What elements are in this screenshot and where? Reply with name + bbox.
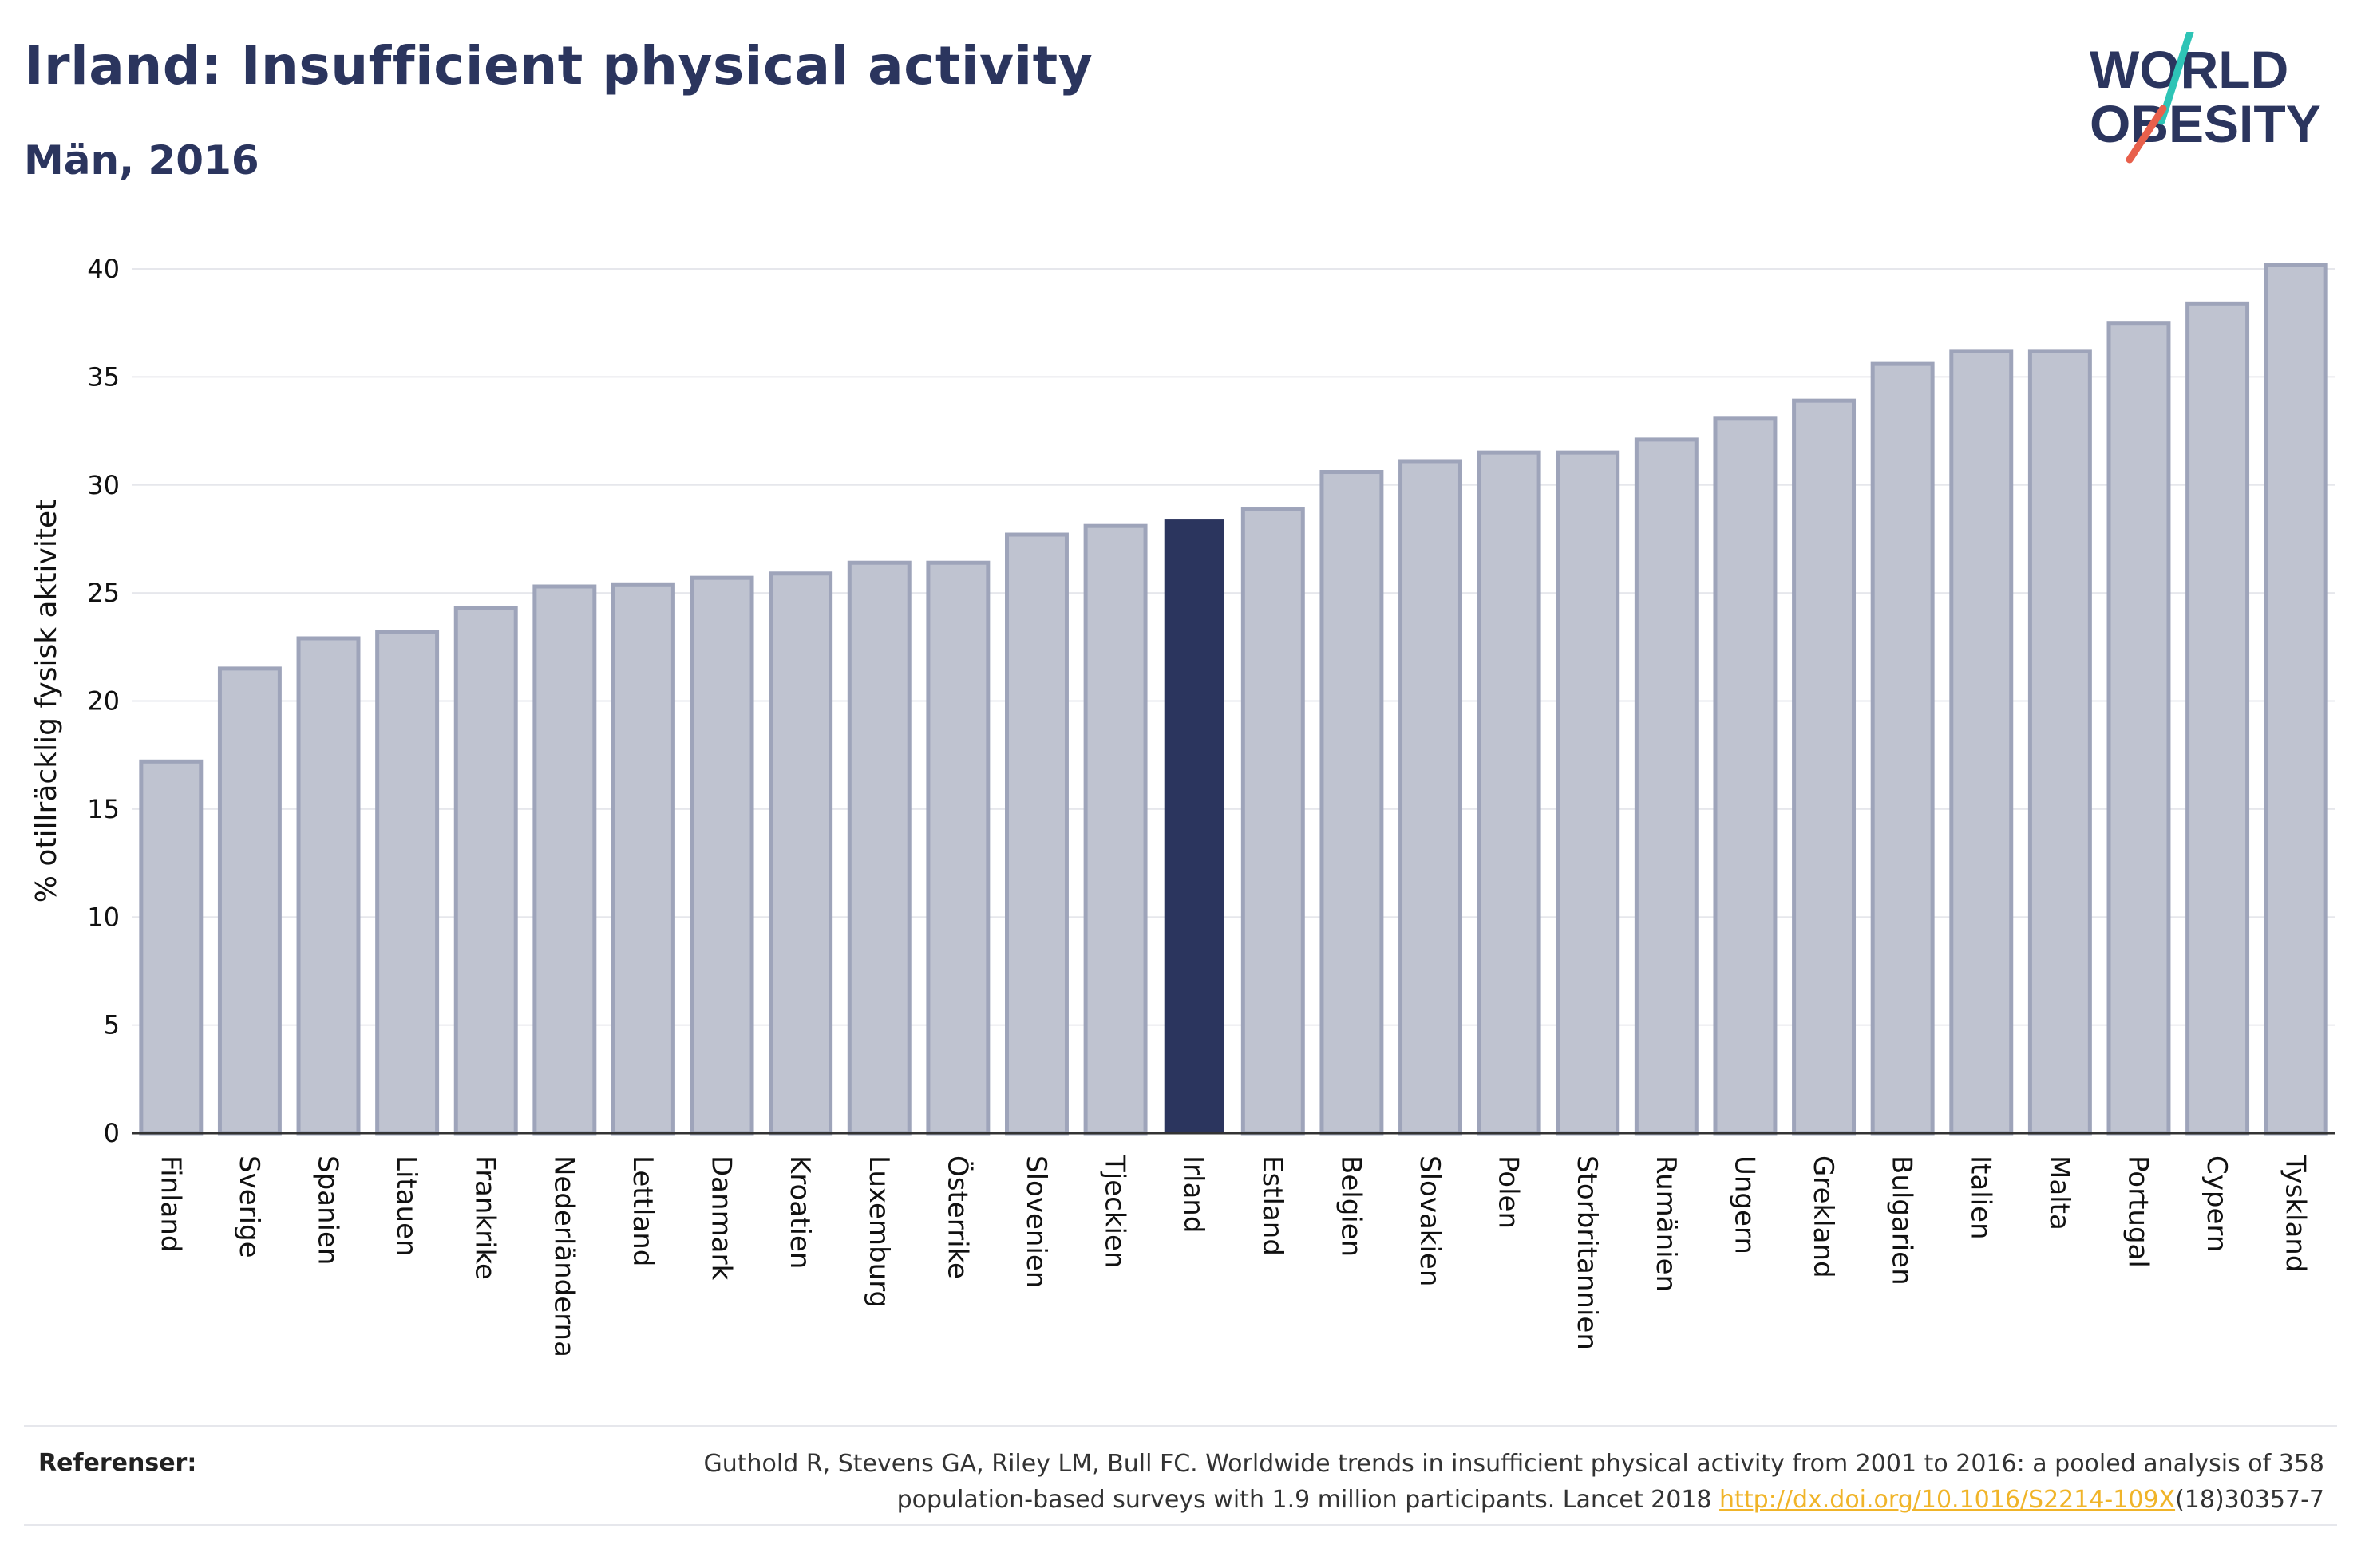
x-tick-label: Irland: [1177, 1155, 1209, 1233]
bar-lettland: [611, 582, 675, 1136]
x-tick-label: Slovakien: [1414, 1155, 1445, 1286]
y-tick-label: 40: [87, 254, 120, 284]
chart-subtitle: Män, 2016: [24, 137, 259, 184]
bar-nederländerna: [532, 584, 597, 1136]
x-tick-label: Finland: [154, 1155, 186, 1253]
x-tick-label: Estland: [1256, 1155, 1288, 1256]
footer-divider-bottom: [24, 1524, 2337, 1526]
x-tick-label: Tjeckien: [1099, 1155, 1131, 1268]
bar-ungern: [1713, 416, 1778, 1136]
x-tick-label: Nederländerna: [548, 1155, 579, 1357]
bar-slovakien: [1398, 459, 1462, 1136]
y-tick-label: 5: [104, 1010, 120, 1041]
x-tick-label: Slovenien: [1020, 1155, 1052, 1288]
y-axis-label: % otillräcklig fysisk aktivitet: [30, 500, 63, 902]
bar-sverige: [217, 666, 282, 1136]
bar-bulgarien: [1870, 361, 1935, 1136]
bar-rumänien: [1634, 437, 1699, 1136]
y-tick-label: 15: [87, 794, 120, 824]
bar-tjeckien: [1083, 523, 1148, 1136]
y-tick-label: 20: [87, 686, 120, 717]
world-obesity-logo: WORLD OBESITY: [2090, 32, 2321, 164]
bar-luxemburg: [847, 560, 912, 1136]
bar-italien: [1949, 349, 2014, 1136]
bar-malta: [2027, 349, 2092, 1136]
x-tick-label: Portugal: [2122, 1155, 2153, 1268]
bar-kroatien: [769, 571, 833, 1136]
x-tick-label: Spanien: [312, 1155, 344, 1265]
bar-slovenien: [1005, 532, 1069, 1136]
chart-title: Irland: Insufficient physical activity: [24, 35, 1093, 97]
y-tick-label: 35: [87, 361, 120, 392]
y-tick-label: 25: [87, 578, 120, 608]
logo-slash-coral: [2126, 105, 2167, 164]
x-tick-label: Danmark: [706, 1155, 738, 1280]
bar-tyskland: [2264, 263, 2328, 1136]
x-tick-label: Malta: [2043, 1155, 2075, 1230]
x-tick-label: Kroatien: [784, 1155, 816, 1269]
reference-line-1: Guthold R, Stevens GA, Riley LM, Bull FC…: [703, 1450, 2324, 1478]
x-tick-label: Polen: [1493, 1155, 1525, 1229]
bar-estland: [1240, 507, 1305, 1136]
bar-grekland: [1792, 398, 1857, 1136]
x-tick-label: Grekland: [1807, 1155, 1839, 1278]
references-text: Guthold R, Stevens GA, Riley LM, Bull FC…: [488, 1446, 2324, 1518]
doi-link[interactable]: http://dx.doi.org/10.1016/S2214-109X: [1719, 1486, 2176, 1514]
x-tick-label: Litauen: [390, 1155, 422, 1257]
bar-cypern: [2185, 301, 2250, 1136]
bar-irland: [1164, 519, 1224, 1133]
x-tick-label: Bulgarien: [1886, 1155, 1918, 1286]
x-tick-label: Storbritannien: [1571, 1155, 1603, 1350]
bar-litauen: [375, 630, 440, 1136]
bar-österrike: [926, 560, 991, 1136]
x-tick-label: Ungern: [1728, 1155, 1760, 1254]
bar-danmark: [690, 575, 754, 1136]
x-tick-label: Luxemburg: [863, 1155, 895, 1308]
x-tick-label: Lettland: [627, 1155, 658, 1266]
bar-storbritannien: [1556, 450, 1620, 1136]
reference-line-2-end: (18)30357-7: [2175, 1486, 2324, 1514]
logo-line-obesity: OBESITY: [2090, 94, 2321, 153]
x-tick-label: Italien: [1964, 1155, 1996, 1240]
x-tick-label: Rumänien: [1650, 1155, 1682, 1292]
footer-divider-top: [24, 1425, 2337, 1427]
bar-belgien: [1319, 470, 1384, 1136]
logo-line-world: WORLD: [2090, 40, 2288, 99]
reference-line-2: population-based surveys with 1.9 millio…: [896, 1486, 1720, 1514]
x-tick-label: Frankrike: [469, 1155, 501, 1280]
x-tick-label: Tyskland: [2280, 1155, 2312, 1272]
y-tick-label: 30: [87, 470, 120, 500]
bar-spanien: [296, 636, 361, 1136]
bar-finland: [139, 759, 204, 1136]
y-tick-label: 10: [87, 902, 120, 932]
bar-portugal: [2106, 321, 2171, 1136]
x-tick-label: Sverige: [233, 1155, 265, 1258]
logo-slash-teal: [2157, 32, 2194, 125]
y-tick-label: 0: [104, 1118, 120, 1148]
x-tick-label: Cypern: [2201, 1155, 2232, 1252]
bar-polen: [1477, 450, 1541, 1136]
x-tick-label: Belgien: [1335, 1155, 1366, 1257]
bar-frankrike: [453, 606, 518, 1136]
x-tick-label: Österrike: [941, 1155, 974, 1279]
references-label: Referenser:: [38, 1449, 197, 1477]
bar-chart: 0 5 10 15 20 25 30 35 40 % otillräcklig fysisk ak…: [30, 254, 2335, 1357]
